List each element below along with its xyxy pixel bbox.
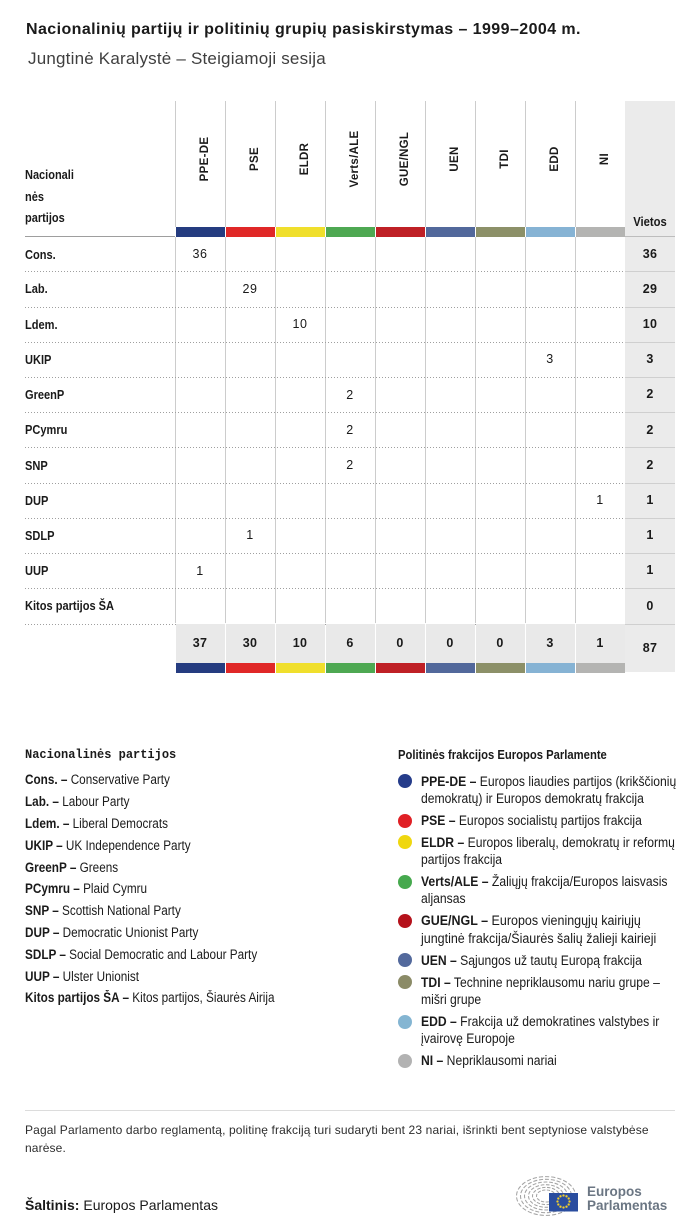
svg-text:Europos: Europos <box>587 1184 642 1199</box>
svg-text:Parlamentas: Parlamentas <box>587 1198 667 1213</box>
